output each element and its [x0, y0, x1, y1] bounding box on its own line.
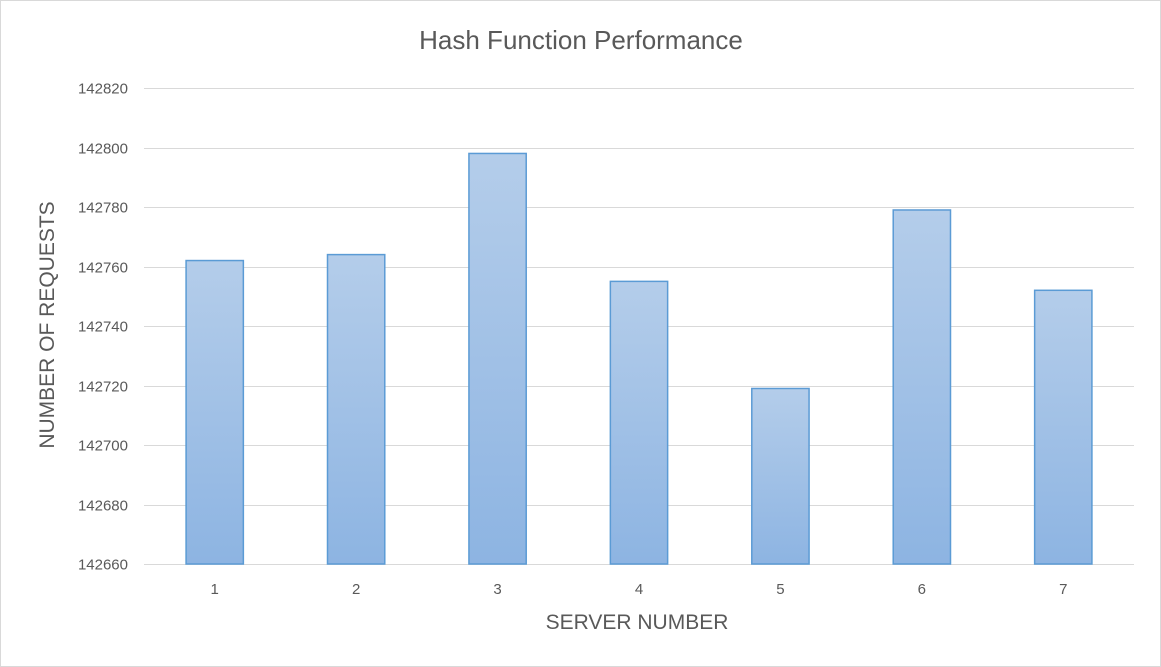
y-tick-label: 142780 — [78, 200, 128, 217]
y-tick-label: 142680 — [78, 498, 128, 515]
y-tick-label: 142760 — [78, 260, 128, 277]
y-axis-title: NUMBER OF REQUESTS — [36, 201, 59, 448]
x-tick-label: 2 — [352, 581, 360, 598]
x-tick-label: 5 — [776, 581, 784, 598]
x-tick-label: 3 — [493, 581, 501, 598]
y-tick-label: 142720 — [78, 379, 128, 396]
bars — [185, 152, 1093, 565]
x-tick-label: 1 — [211, 581, 219, 598]
y-tick-label: 142660 — [78, 557, 128, 574]
bar-server-4 — [609, 280, 669, 565]
x-tick-label: 7 — [1059, 581, 1067, 598]
x-tick-label: 4 — [635, 581, 643, 598]
bar-server-2 — [326, 253, 386, 565]
y-axis-tick-labels: 142660 142680 142700 142720 142740 142760 1427… — [78, 81, 128, 574]
x-axis-title: SERVER NUMBER — [546, 611, 729, 634]
y-tick-label: 142800 — [78, 141, 128, 158]
bar-server-6 — [892, 209, 952, 565]
x-axis-tick-labels: 1 2 3 4 5 6 7 — [211, 581, 1068, 598]
bar-server-5 — [751, 387, 810, 565]
y-tick-label: 142740 — [78, 319, 128, 336]
y-tick-label: 142700 — [78, 438, 128, 455]
y-tick-label: 142820 — [78, 81, 128, 98]
bar-server-3 — [468, 152, 527, 565]
x-tick-label: 6 — [918, 581, 926, 598]
bar-server-7 — [1033, 289, 1093, 565]
bar-server-1 — [185, 259, 245, 565]
chart-title: Hash Function Performance — [419, 25, 743, 55]
